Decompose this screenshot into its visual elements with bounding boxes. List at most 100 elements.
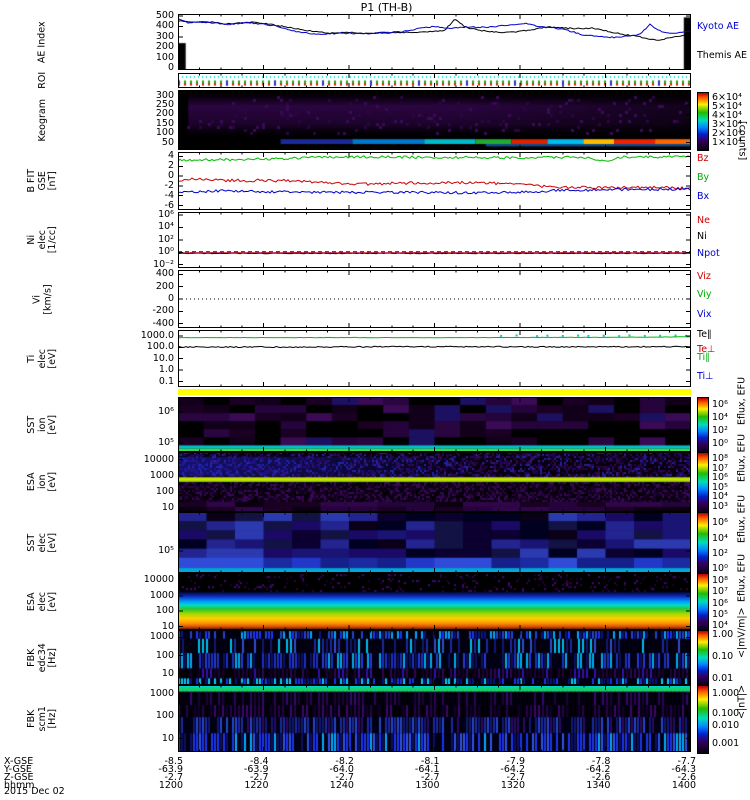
ylabel-text: AE Index xyxy=(36,21,48,63)
data-points xyxy=(659,334,662,337)
axis-row-value: 1300 xyxy=(415,780,440,791)
axis-row-value: -8.4 xyxy=(249,756,269,767)
data-points xyxy=(628,334,631,337)
axis-border xyxy=(178,152,691,210)
ytick-label: 10.0 xyxy=(152,352,174,364)
axis-border xyxy=(178,397,691,452)
ytick-label: 100 xyxy=(155,605,174,617)
colorbar-tick: 10⁸ xyxy=(712,574,728,586)
panel-sst-ion-plot xyxy=(178,397,691,452)
axis-row-value: -2.7 xyxy=(164,772,183,783)
colorbar-esa-ion xyxy=(697,452,709,514)
ytick-label: 100 xyxy=(155,51,174,63)
ytick-label: 400 xyxy=(155,20,174,32)
ytick-label: 300 xyxy=(155,89,174,101)
colorbar-tick: 0.001 xyxy=(712,737,740,749)
colorbar-tick: 0.10 xyxy=(712,650,734,662)
colorbar-tick: 10⁴ xyxy=(712,491,728,503)
colorbar-tick: 10⁷ xyxy=(712,586,728,598)
panel-esa-elec xyxy=(178,573,691,630)
colorbar-tick: 10⁶ xyxy=(712,472,728,484)
colorbar-tick: 10⁴ xyxy=(712,411,728,423)
axis-row-value: -63.9 xyxy=(243,764,269,775)
colorbar-tick: 2×10⁴ xyxy=(712,128,742,140)
ytick-label: 10⁰ xyxy=(158,246,174,258)
data-points xyxy=(602,334,605,337)
axis-ticks xyxy=(178,90,691,150)
ylabel-text: Vi [km/s] xyxy=(31,283,53,315)
axis-border xyxy=(178,212,691,268)
ytick-label: 10 xyxy=(161,732,174,744)
panel-temperature xyxy=(178,330,691,387)
ytick-label: -200 xyxy=(152,305,174,317)
ytick-label: 10000 xyxy=(143,453,174,465)
axis-row-value: -7.7 xyxy=(677,756,696,767)
ytick-label: 10⁵ xyxy=(158,545,174,557)
axis-border xyxy=(178,512,691,573)
panel-roi-spectrogram xyxy=(178,73,691,88)
ytick-label: 1000 xyxy=(149,687,174,699)
axis-ticks xyxy=(178,685,691,752)
colorbar-tick: 5×10⁴ xyxy=(712,100,742,112)
panel-sst-ion xyxy=(178,397,691,452)
axis-row-label: X-GSE xyxy=(4,756,34,767)
colorbar-keogram xyxy=(697,92,709,151)
axis-row-value: 1240 xyxy=(329,780,354,791)
panel-sst-elec-spectrogram xyxy=(178,512,691,573)
axis-row-label: Y-GSE xyxy=(4,764,32,775)
ylabel-text: SST elec [eV] xyxy=(26,532,59,553)
ylabel-roi: ROI xyxy=(14,72,72,89)
axis-row-value: -8.5 xyxy=(164,756,183,767)
ylabel-text: FBK scm1 [Hz] xyxy=(26,705,59,732)
ytick-label: 1000.0 xyxy=(140,329,174,341)
data-trace xyxy=(178,177,691,191)
data-points xyxy=(587,334,590,337)
data-points xyxy=(561,334,564,337)
colorbar-tick: 10² xyxy=(712,548,728,560)
trace-label: Ti⊥ xyxy=(697,371,714,383)
colorbar-tick: 10² xyxy=(712,425,728,436)
panel-velocity xyxy=(178,270,691,328)
colorbar-tick: 10⁴ xyxy=(712,620,728,632)
panel-bfit xyxy=(178,152,691,210)
trace-label: Kyoto AE xyxy=(697,20,740,32)
data-points xyxy=(536,335,539,338)
colorbar-tick: 10⁴ xyxy=(712,532,728,544)
trace-label: Ti∥ xyxy=(697,352,710,364)
panel-roi-plot xyxy=(178,73,691,88)
axis-row-value: -64.3 xyxy=(671,764,696,775)
colorbar-tick: 0.01 xyxy=(712,672,734,684)
ytick-label: 0.1 xyxy=(158,375,174,387)
ytick-label: 4 xyxy=(167,150,174,162)
ylabel-sst-ion: SST ion [eV] xyxy=(14,397,72,452)
colorbar-fbk-edc xyxy=(697,630,709,687)
colorbar-tick: 3×10⁴ xyxy=(712,118,742,130)
axis-ticks xyxy=(178,397,691,452)
ylabel-text: SST ion [eV] xyxy=(26,414,59,435)
axis-row-label: hhmm xyxy=(4,780,35,791)
axis-row-value: -7.8 xyxy=(591,756,611,767)
axis-row-value: -64.0 xyxy=(329,764,354,775)
axis-row-value: -63.9 xyxy=(158,764,183,775)
ytick-label: 0 xyxy=(167,61,174,73)
colorbar-tick: 1.000 xyxy=(712,688,740,700)
ytick-label: 10 xyxy=(161,620,174,632)
ytick-label: -4 xyxy=(164,189,174,201)
plot-title: P1 (TH-B) xyxy=(360,1,413,14)
colorbar-tick: 6×10⁴ xyxy=(712,91,742,103)
ylabel-text: Ti elec [eV] xyxy=(26,348,59,369)
ylabel-velocity: Vi [km/s] xyxy=(14,270,72,328)
panel-sst-elec xyxy=(178,512,691,573)
trace-label: By xyxy=(697,171,710,183)
ytick-label: 500 xyxy=(155,10,174,22)
panel-flagbar-spectrogram xyxy=(178,389,691,395)
ytick-label: 1000 xyxy=(149,631,174,643)
axis-border xyxy=(178,573,691,630)
axis-row-value: 1400 xyxy=(671,780,696,791)
trace-label: Themis AE xyxy=(697,49,748,61)
panel-sst-ion-spectrogram xyxy=(178,397,691,452)
ytick-label: 100 xyxy=(155,710,174,722)
ylabel-ae: AE Index xyxy=(14,14,72,70)
panel-sst-elec-plot xyxy=(178,512,691,573)
panel-bfit-plot xyxy=(178,152,691,210)
